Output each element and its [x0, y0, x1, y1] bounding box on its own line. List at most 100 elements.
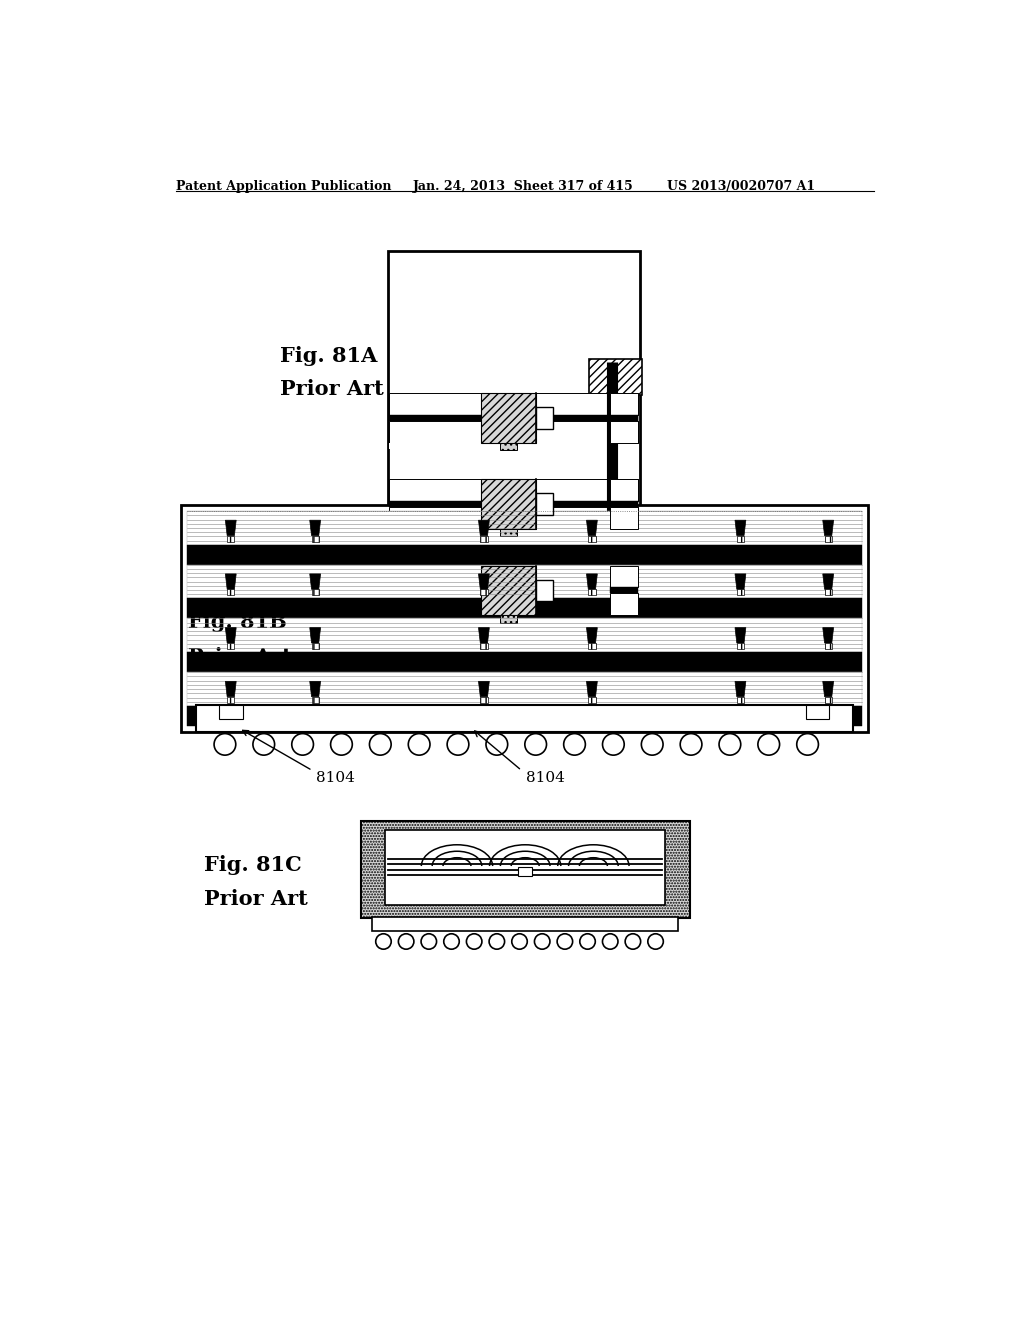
- Bar: [518, 867, 532, 876]
- Bar: [536, 579, 553, 601]
- Bar: [737, 643, 744, 649]
- Bar: [610, 507, 638, 529]
- Bar: [389, 507, 638, 529]
- Bar: [227, 536, 234, 541]
- Bar: [389, 594, 638, 615]
- Polygon shape: [587, 681, 597, 697]
- Polygon shape: [822, 681, 834, 697]
- Bar: [480, 643, 487, 649]
- Bar: [187, 706, 862, 726]
- Bar: [385, 830, 665, 906]
- Circle shape: [214, 734, 236, 755]
- Polygon shape: [735, 627, 745, 643]
- Polygon shape: [587, 627, 597, 643]
- Circle shape: [719, 734, 740, 755]
- Polygon shape: [735, 681, 745, 697]
- Polygon shape: [309, 574, 321, 589]
- Bar: [536, 494, 553, 515]
- Circle shape: [331, 734, 352, 755]
- Circle shape: [563, 734, 586, 755]
- Bar: [389, 587, 638, 594]
- Bar: [389, 421, 638, 442]
- Bar: [389, 502, 638, 507]
- Circle shape: [409, 734, 430, 755]
- Bar: [589, 697, 596, 702]
- Polygon shape: [478, 681, 489, 697]
- Bar: [737, 589, 744, 595]
- Polygon shape: [822, 574, 834, 589]
- Bar: [389, 529, 638, 535]
- Circle shape: [398, 933, 414, 949]
- Bar: [824, 536, 831, 541]
- Bar: [197, 705, 853, 733]
- Circle shape: [292, 734, 313, 755]
- Bar: [180, 506, 868, 733]
- Bar: [227, 697, 234, 702]
- Circle shape: [680, 734, 701, 755]
- Bar: [589, 359, 642, 395]
- Bar: [806, 705, 829, 719]
- Bar: [360, 821, 690, 919]
- Bar: [610, 594, 638, 615]
- Circle shape: [580, 933, 595, 949]
- Bar: [610, 421, 638, 442]
- Circle shape: [447, 734, 469, 755]
- Circle shape: [421, 933, 436, 949]
- Text: Prior Art: Prior Art: [280, 379, 384, 400]
- Circle shape: [602, 734, 625, 755]
- Bar: [610, 566, 638, 587]
- Circle shape: [486, 734, 508, 755]
- Text: Prior Art: Prior Art: [204, 890, 307, 909]
- Polygon shape: [225, 574, 237, 589]
- Bar: [311, 697, 318, 702]
- Polygon shape: [309, 627, 321, 643]
- Polygon shape: [478, 520, 489, 536]
- Bar: [589, 589, 596, 595]
- Polygon shape: [309, 520, 321, 536]
- Bar: [737, 536, 744, 541]
- Bar: [187, 652, 862, 672]
- Bar: [311, 536, 318, 541]
- Bar: [589, 536, 596, 541]
- Bar: [824, 589, 831, 595]
- Polygon shape: [478, 627, 489, 643]
- Bar: [187, 511, 862, 545]
- Bar: [389, 414, 638, 421]
- Bar: [372, 917, 678, 931]
- Circle shape: [602, 933, 617, 949]
- Bar: [480, 589, 487, 595]
- Bar: [311, 643, 318, 649]
- Bar: [589, 643, 596, 649]
- Bar: [311, 589, 318, 595]
- Bar: [610, 502, 638, 507]
- Polygon shape: [309, 681, 321, 697]
- Bar: [610, 479, 638, 502]
- Bar: [187, 598, 862, 619]
- Circle shape: [797, 734, 818, 755]
- Bar: [219, 705, 243, 719]
- Bar: [500, 615, 517, 623]
- Bar: [824, 697, 831, 702]
- Circle shape: [512, 933, 527, 949]
- Polygon shape: [822, 627, 834, 643]
- Bar: [227, 589, 234, 595]
- Bar: [480, 697, 487, 702]
- Polygon shape: [225, 681, 237, 697]
- Circle shape: [648, 933, 664, 949]
- Bar: [187, 545, 862, 565]
- Circle shape: [625, 933, 641, 949]
- Bar: [389, 566, 638, 587]
- Polygon shape: [735, 574, 745, 589]
- Bar: [536, 407, 553, 429]
- Circle shape: [557, 933, 572, 949]
- Circle shape: [525, 734, 547, 755]
- Polygon shape: [225, 627, 237, 643]
- Circle shape: [253, 734, 274, 755]
- Text: 8104: 8104: [316, 771, 355, 784]
- Text: US 2013/0020707 A1: US 2013/0020707 A1: [668, 180, 815, 193]
- Bar: [481, 479, 536, 529]
- Polygon shape: [587, 574, 597, 589]
- Bar: [389, 442, 638, 449]
- Bar: [389, 393, 638, 414]
- Bar: [824, 643, 831, 649]
